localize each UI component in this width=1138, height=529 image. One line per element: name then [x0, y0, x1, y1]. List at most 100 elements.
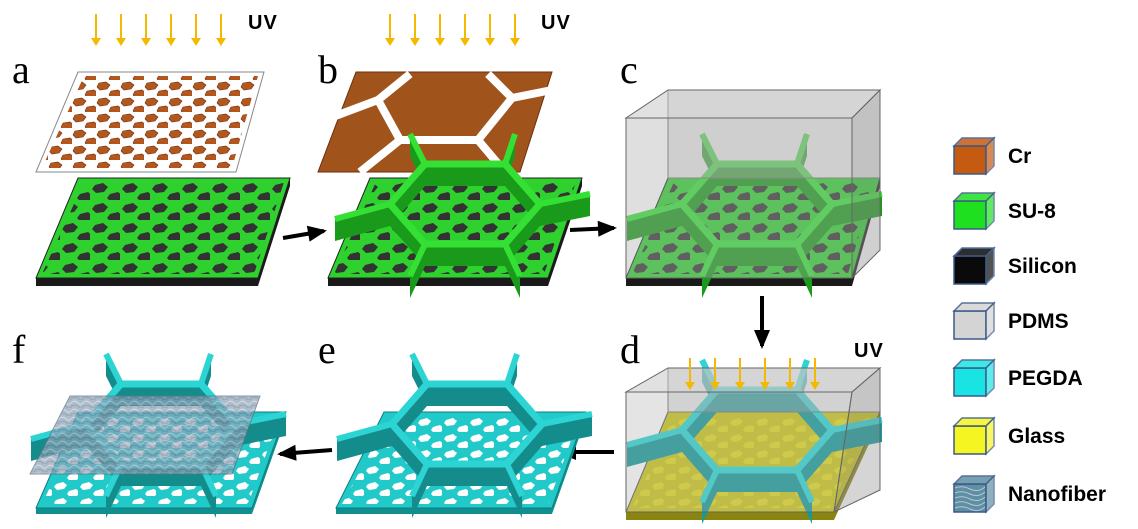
uv-arrows-a [91, 14, 226, 46]
su8-wafer-c-front-edge [626, 278, 852, 286]
wall-spoke-side [627, 204, 682, 241]
pdms-front [625, 117, 853, 279]
wall-spoke-top [699, 132, 720, 166]
wall-side [717, 244, 797, 266]
wall-side [425, 164, 505, 186]
mask-gaps-b [328, 70, 553, 176]
uv-arrows-d [685, 358, 820, 390]
step-f-label: f [12, 327, 26, 372]
wall-spoke-top [699, 242, 720, 278]
wall-spoke-top [794, 242, 815, 278]
uv-arrow-head [510, 38, 520, 46]
step-e-label: e [318, 327, 336, 372]
flow-arrow-head [277, 444, 297, 461]
su8-walls-b [334, 132, 591, 298]
cr-hex-pattern-a [42, 76, 258, 168]
pdms-block-d [624, 366, 882, 513]
flow-arrow-head [306, 225, 327, 242]
wall-side [797, 204, 832, 266]
wall-spoke-top [409, 352, 430, 386]
wall-top [387, 380, 547, 468]
wall-spoke-top [504, 462, 525, 498]
uv-arrow-head [710, 382, 720, 390]
uv-label-b: UV [541, 12, 571, 34]
legend-label: PDMS [1008, 310, 1069, 333]
legend-item: PEGDA [950, 358, 1138, 398]
pdms-material-icon [952, 301, 996, 341]
pdms-top-d [624, 367, 882, 393]
flow-arrow-head [597, 220, 617, 237]
wall-top [385, 160, 545, 248]
cr-material-icon [952, 136, 996, 176]
wall-spoke-top [504, 353, 520, 385]
wall-side [717, 164, 797, 186]
wall-side [390, 204, 425, 266]
wall-side [427, 384, 507, 406]
pdms-block-c [624, 88, 882, 280]
legend-item: Silicon [950, 246, 1138, 286]
flow-arrow-a-to-b [282, 225, 327, 242]
wall-spoke-top [409, 462, 430, 498]
step-c-label: c [620, 47, 638, 92]
nanofiber-sheet-f [29, 395, 261, 475]
wall-spoke-top [198, 353, 214, 385]
silicon-material-icon [952, 246, 996, 286]
uv-label-d: UV [854, 340, 884, 362]
su8-wafer-a-front-edge [36, 278, 258, 286]
wall-spoke-top [699, 468, 720, 504]
uv-arrow-head [116, 38, 126, 46]
legend-label: Cr [1008, 145, 1032, 168]
nanofiber-material-icon [952, 474, 996, 514]
uv-arrow-head [735, 382, 745, 390]
wall-spoke-top [541, 411, 593, 427]
flow-arrow-e-to-f [277, 444, 333, 461]
uv-arrow-head [760, 382, 770, 390]
pegda-walls-e [336, 352, 593, 518]
legend-label: SU-8 [1008, 200, 1056, 223]
su8-material-icon [952, 191, 996, 231]
uv-arrow-head [460, 38, 470, 46]
su8-wafer-a-side-edge [258, 178, 290, 286]
glass-slide-d-front-edge [626, 512, 834, 520]
wall-spoke-side [337, 424, 392, 461]
pdms-side [851, 88, 881, 280]
pdms-top [624, 89, 882, 119]
wall-side [717, 470, 797, 492]
pegda-material-icon [952, 358, 996, 398]
wall-spoke-top [502, 242, 523, 278]
legend-item: Cr [950, 136, 1138, 176]
flow-arrow-c-to-d [754, 296, 770, 349]
wall-spoke-top [334, 201, 391, 222]
uv-arrow-head [91, 38, 101, 46]
legend-label: Silicon [1008, 255, 1077, 278]
uv-arrow-head [435, 38, 445, 46]
wall-spoke-top [336, 421, 393, 442]
uv-arrow-head [141, 38, 151, 46]
wall-side [717, 390, 797, 412]
wall-spoke-top [626, 427, 683, 448]
legend-label: Glass [1008, 425, 1066, 448]
wall-side [507, 424, 542, 486]
wall-spoke-top [794, 133, 810, 165]
flow-arrow-b-to-c [569, 220, 617, 237]
legend-item: PDMS [950, 301, 1138, 341]
uv-arrow-head [685, 382, 695, 390]
wall-side [797, 430, 832, 492]
flow-arrow-head [754, 330, 770, 349]
uv-arrow-head [166, 38, 176, 46]
pegda-scaffold-f-front-edge [36, 508, 252, 514]
wall-side [682, 430, 717, 492]
legend-item: SU-8 [950, 191, 1138, 231]
wall-spoke-top [831, 191, 883, 207]
pdms-front-d [625, 391, 853, 513]
wall-spoke-top [103, 352, 124, 386]
uv-arrow-head [785, 382, 795, 390]
wall-side [392, 424, 427, 486]
wall-side [425, 244, 505, 266]
diagram-drawing [29, 14, 883, 524]
wall-spoke-top [626, 201, 683, 222]
legend-label: PEGDA [1008, 367, 1083, 390]
step-a-label: a [12, 47, 30, 92]
